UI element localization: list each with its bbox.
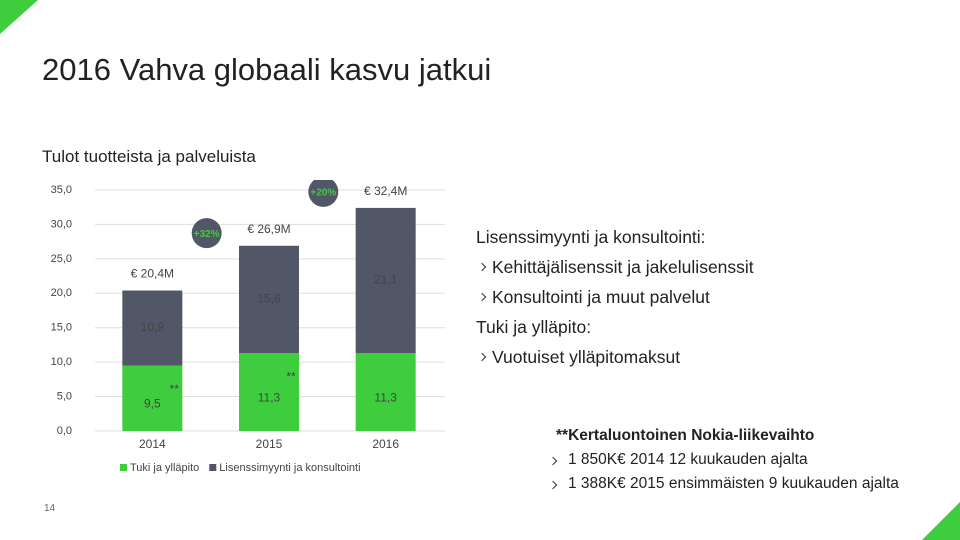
chart: 0,0 5,0 10,0 15,0 20,0 25,0 30,0 35,0 2014 9,5 10,… bbox=[51, 180, 445, 474]
footnote-bullet: 1 388K€ 2015 ensimmäisten 9 kuukauden aj… bbox=[556, 472, 916, 496]
corner-triangle bbox=[0, 0, 38, 34]
total-label: € 32,4M bbox=[364, 184, 407, 198]
legend-label: Lisenssimyynti ja konsultointi bbox=[219, 462, 360, 474]
y-tick-label: 0,0 bbox=[57, 425, 72, 437]
growth-badge bbox=[191, 218, 222, 249]
value-label: 11,3 bbox=[258, 390, 281, 404]
total-label: € 26,9M bbox=[247, 222, 290, 236]
y-tick-label: 20,0 bbox=[51, 287, 72, 299]
marker-label: ** bbox=[286, 369, 296, 383]
x-tick-label: 2016 bbox=[372, 437, 399, 451]
y-tick-label: 30,0 bbox=[51, 218, 72, 230]
legend-swatch bbox=[209, 464, 217, 471]
marker-label: ** bbox=[170, 382, 180, 396]
side-bullet: Konsultointi ja muut palvelut bbox=[476, 282, 836, 312]
bar-segment bbox=[355, 353, 416, 431]
legend-swatch bbox=[120, 464, 127, 471]
legend-label: Tuki ja ylläpito bbox=[130, 462, 199, 474]
bar-segment bbox=[122, 290, 183, 366]
page-number: 14 bbox=[44, 503, 56, 514]
bar-segment bbox=[122, 365, 183, 431]
corner-triangle bbox=[922, 502, 960, 540]
growth-badge bbox=[308, 180, 339, 207]
side-text: Lisenssimyynti ja konsultointi: Kehittäjä… bbox=[476, 222, 836, 372]
value-label: 15,6 bbox=[257, 292, 281, 306]
side-heading: Tuki ja ylläpito: bbox=[476, 317, 592, 337]
bar-segment bbox=[239, 245, 299, 354]
value-label: 11,3 bbox=[374, 390, 397, 404]
chart-title: Tulot tuotteista ja palveluista bbox=[42, 147, 256, 166]
side-bullet: Vuotuiset ylläpitomaksut bbox=[476, 342, 836, 372]
growth-label: +20% bbox=[310, 187, 336, 198]
y-tick-label: 10,0 bbox=[51, 356, 72, 368]
side-heading: Lisenssimyynti ja konsultointi: bbox=[476, 227, 706, 247]
y-tick-label: 25,0 bbox=[51, 253, 72, 265]
growth-label: +32% bbox=[194, 229, 220, 240]
y-tick-label: 5,0 bbox=[57, 390, 72, 402]
side-bullet: Kehittäjälisenssit ja jakelulisenssit bbox=[476, 252, 836, 282]
total-label: € 20,4M bbox=[131, 267, 174, 281]
bar-segment bbox=[355, 207, 416, 354]
value-label: 10,9 bbox=[141, 320, 165, 334]
y-tick-label: 35,0 bbox=[51, 184, 72, 196]
x-tick-label: 2014 bbox=[139, 437, 166, 451]
footnote-bullet: 1 850K€ 2014 12 kuukauden ajalta bbox=[556, 448, 916, 472]
value-label: 9,5 bbox=[144, 396, 161, 410]
footnote-heading: **Kertaluontoinen Nokia-liikevaihto bbox=[556, 427, 815, 444]
x-tick-label: 2015 bbox=[256, 437, 283, 451]
footnote: **Kertaluontoinen Nokia-liikevaihto 1 85… bbox=[556, 424, 916, 496]
value-label: 21,1 bbox=[374, 273, 398, 287]
slide-title: 2016 Vahva globaali kasvu jatkui bbox=[42, 52, 492, 87]
y-tick-label: 15,0 bbox=[51, 322, 72, 334]
bar-segment bbox=[239, 353, 299, 431]
